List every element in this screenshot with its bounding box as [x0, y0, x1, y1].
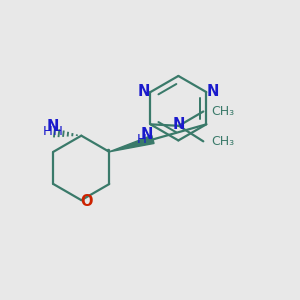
Text: N: N	[138, 84, 150, 99]
Text: H: H	[52, 125, 62, 138]
Text: CH₃: CH₃	[211, 135, 234, 148]
Text: N: N	[47, 118, 59, 134]
Text: CH₃: CH₃	[211, 105, 234, 118]
Text: H: H	[136, 133, 146, 146]
Text: N: N	[207, 84, 219, 99]
Text: O: O	[80, 194, 93, 209]
Text: N: N	[141, 127, 153, 142]
Polygon shape	[109, 135, 154, 152]
Text: N: N	[172, 116, 185, 131]
Text: H: H	[43, 125, 53, 138]
